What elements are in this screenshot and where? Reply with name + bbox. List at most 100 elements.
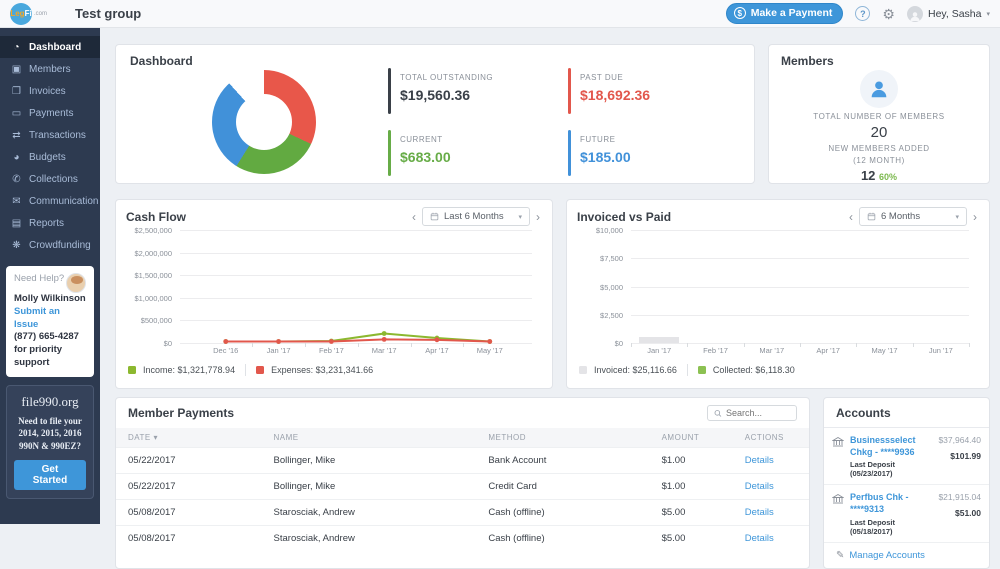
submit-issue-link[interactable]: Submit an Issue: [14, 305, 60, 330]
sidebar-item-transactions[interactable]: ⇄ Transactions: [0, 124, 100, 146]
invoiced-legend-text: Invoiced: $25,116.66: [594, 365, 677, 375]
top-bar: Leg Fi .com Test group $ Make a Payment ?…: [0, 0, 1000, 28]
payment-method: Credit Card: [476, 473, 650, 500]
make-a-payment-button[interactable]: $ Make a Payment: [725, 3, 844, 24]
sidebar-item-payments[interactable]: ▭ Payments: [11, 107, 74, 119]
table-row: 05/22/2017 Bollinger, Mike Bank Account …: [116, 447, 809, 474]
sidebar-item-communication[interactable]: ✉ Communication: [0, 190, 100, 212]
member-payments-title: Member Payments: [128, 406, 235, 420]
payments-search[interactable]: [707, 405, 797, 421]
payment-name: Bollinger, Mike: [261, 447, 477, 474]
member-person-icon: [860, 70, 898, 108]
cash-flow-card: Cash Flow ‹ Last 6 Months ▾ › $2,500,000…: [115, 199, 553, 389]
file990-text: Need to file your 2014, 2015, 2016 990N …: [18, 415, 82, 452]
account-balance: $21,915.04: [938, 492, 981, 503]
x-axis-tick-label: Jan '17: [266, 346, 291, 355]
legfi-logo-icon: Leg Fi: [10, 2, 32, 25]
details-link[interactable]: Details: [732, 499, 809, 526]
payment-date: 05/08/2017: [116, 499, 262, 526]
calendar-icon: [867, 212, 876, 221]
sidebar-item-collections[interactable]: ✆ Collections: [0, 168, 100, 190]
y-axis-tick-label: $7,500: [600, 254, 623, 264]
chevron-left-icon[interactable]: ‹: [412, 209, 416, 224]
details-link[interactable]: Details: [732, 447, 809, 474]
details-link[interactable]: Details: [732, 525, 809, 551]
x-axis-tick: [357, 343, 359, 347]
support-phone: (877) 665-4287: [14, 331, 79, 343]
metric-color-bar: [568, 68, 571, 114]
payments-icon: ▭: [11, 107, 22, 119]
y-axis-tick-label: $0: [163, 339, 172, 348]
pencil-icon: ✎: [836, 549, 845, 561]
chevron-down-icon: ▾: [518, 213, 522, 221]
sidebar-item-budgets[interactable]: ◕ Budgets: [0, 146, 100, 168]
sidebar-item-dashboard[interactable]: ◔ Dashboard: [0, 36, 100, 58]
chevron-right-icon[interactable]: ›: [536, 209, 540, 224]
user-menu[interactable]: Hey, Sasha ▾: [906, 5, 990, 22]
x-axis-tick-label: May '17: [871, 346, 898, 355]
payment-method: Bank Account: [476, 447, 650, 474]
legfi-logo[interactable]: Leg Fi .com: [10, 2, 48, 25]
cash-flow-plot: $2,500,000 $2,000,000 $1,500,000 $1,000,000…: [126, 226, 540, 358]
reports-icon: ▤: [11, 217, 22, 229]
dashboard-icon: ◔: [13, 41, 20, 53]
payment-amount: $5.00: [649, 525, 733, 551]
transactions-icon: ⇄: [12, 129, 21, 141]
account-name-link[interactable]: Businessselect Chkg - ****9936: [850, 435, 916, 457]
income-legend-text: Income: $1,321,778.94: [143, 365, 236, 375]
payment-date: 05/08/2017: [116, 525, 262, 551]
column-header-name[interactable]: NAME: [261, 428, 477, 448]
income-swatch: [128, 366, 136, 374]
x-axis-tick: [969, 343, 970, 347]
x-axis-tick-label: Dec '16: [213, 346, 239, 355]
column-header-method[interactable]: METHOD: [476, 428, 650, 448]
y-axis-tick-label: $2,500: [600, 310, 623, 320]
metric-color-bar: [568, 130, 571, 176]
new-members-label: NEW MEMBERS ADDED: [828, 144, 930, 153]
expenses-swatch: [256, 366, 265, 374]
metric-future: FUTURE $185.00: [568, 130, 718, 176]
y-axis-tick-label: $1,500,000: [134, 271, 172, 281]
members-icon: ▣: [11, 63, 22, 75]
help-icon[interactable]: ?: [855, 6, 871, 21]
x-axis-tick-label: Mar '17: [371, 346, 397, 355]
x-axis-tick-label: Apr '17: [425, 346, 449, 355]
chevron-right-icon[interactable]: ›: [973, 209, 977, 224]
payment-method: Cash (offline): [476, 499, 650, 526]
cash-flow-title: Cash Flow: [126, 209, 187, 224]
cash-flow-legend: Income: $1,321,778.94 Expenses: $3,231,3…: [126, 364, 540, 376]
payment-date: 05/22/2017: [116, 447, 262, 474]
account-last-deposit: Last Deposit (05/23/2017): [850, 460, 896, 479]
cash-flow-range-dropdown[interactable]: Last 6 Months ▾: [422, 207, 530, 226]
total-members-label: TOTAL NUMBER OF MEMBERS: [813, 112, 945, 121]
accounts-card: Accounts Businessselect Chkg - ****9936 …: [823, 397, 990, 569]
chevron-left-icon[interactable]: ‹: [849, 209, 853, 224]
x-axis-tick: [631, 343, 632, 347]
sidebar-item-crowdfunding[interactable]: ❋ Crowdfunding: [0, 234, 100, 256]
gridline: [180, 320, 532, 322]
search-input[interactable]: [726, 408, 790, 418]
group-name: Test group: [75, 6, 142, 21]
manage-accounts-link[interactable]: ✎ Manage Accounts: [836, 549, 925, 561]
x-axis-tick-label: Jun '17: [928, 346, 953, 355]
logo-com-suffix: .com: [34, 10, 48, 17]
payment-amount: $1.00: [649, 473, 733, 500]
sidebar-item-invoices[interactable]: ❐ Invoices: [0, 80, 100, 102]
get-started-button[interactable]: Get Started: [14, 459, 86, 490]
details-link[interactable]: Details: [732, 473, 809, 500]
column-header-date[interactable]: DATE ▾: [116, 428, 262, 448]
account-name-link[interactable]: Perfbus Chk - ****9313: [850, 492, 909, 515]
chevron-down-icon: ▾: [986, 10, 990, 18]
metric-color-bar: [388, 68, 391, 114]
main-content: Dashboard TOTAL OUTSTANDING $19,560.36 P…: [100, 28, 1000, 569]
gear-icon[interactable]: ⚙: [882, 5, 895, 22]
invoiced-range-dropdown[interactable]: 6 Months ▾: [859, 207, 967, 226]
column-header-amount[interactable]: AMOUNT: [649, 428, 733, 448]
x-axis-tick: [252, 343, 254, 347]
gridline: [631, 230, 969, 231]
sidebar-item-members[interactable]: ▣ Members: [11, 63, 71, 75]
sidebar-item-reports[interactable]: ▤ Reports: [11, 217, 65, 229]
communication-icon: ✉: [12, 195, 21, 207]
payment-method: Cash (offline): [476, 525, 650, 551]
invoiced-plot: $10,000 $7,500 $5,000 $2,500 $0 Jan '17 Feb '1…: [577, 226, 977, 358]
